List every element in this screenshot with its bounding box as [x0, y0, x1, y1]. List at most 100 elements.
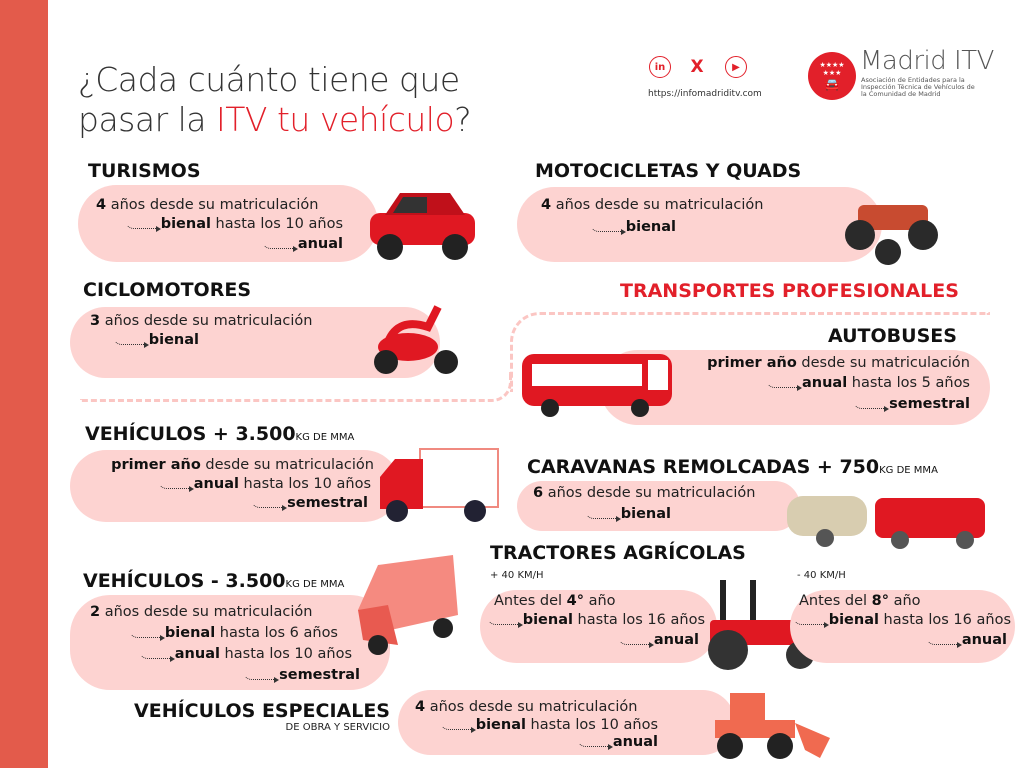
schedule-line: semestral — [242, 667, 360, 683]
section-title: VEHÍCULOS ESPECIALES — [134, 700, 390, 722]
schedule-frequency: anual — [193, 476, 239, 492]
arrow-icon — [438, 720, 476, 733]
schedule-frequency: 4 — [415, 699, 426, 715]
arrow-icon — [111, 335, 149, 348]
schedule-line: anual — [616, 632, 699, 648]
schedule-line: 3 años desde su matriculación — [90, 313, 313, 329]
logo-name: Madrid ITV — [860, 46, 994, 76]
logo-emblem: ★★★★ ★★★ 🚘 — [808, 52, 856, 100]
schedule-line: primer año desde su matriculación — [707, 355, 970, 371]
caravan-icon — [787, 496, 985, 549]
section-title-suffix: KG DE MMA — [295, 432, 355, 443]
page-title: ¿Cada cuánto tiene que pasar la ITV tu v… — [78, 60, 472, 140]
youtube-icon[interactable]: ▶ — [725, 56, 747, 78]
schedule-frequency: 4° — [566, 593, 584, 609]
schedule-frequency: semestral — [889, 396, 970, 412]
section-header-transportes: TRANSPORTES PROFESIONALES — [620, 280, 959, 302]
section-title: MOTOCICLETAS Y QUADS — [535, 160, 801, 182]
quad-icon — [845, 205, 938, 265]
schedule-frequency: 6 — [533, 485, 544, 501]
section-title-suffix: KG DE MMA — [879, 465, 938, 476]
arrow-icon — [583, 509, 621, 522]
section-title-text: VEHÍCULOS + 3.500 — [85, 423, 296, 445]
truck-icon — [380, 448, 499, 522]
schedule-line: bienal — [111, 332, 199, 348]
section-note: - 40 KM/H — [797, 570, 846, 581]
section-title: VEHÍCULOS + 3.500KG DE MMA — [85, 423, 354, 445]
schedule-frequency: bienal — [164, 625, 216, 641]
section-title: TRACTORES AGRÍCOLAS — [490, 542, 746, 564]
schedule-frequency: 4 — [96, 197, 107, 213]
section-title-text: TRACTORES AGRÍCOLAS — [490, 542, 746, 564]
schedule-frequency: bienal — [620, 506, 671, 522]
schedule-frequency: bienal — [828, 612, 879, 628]
section-pill-ligeros — [70, 595, 390, 690]
arrow-icon — [260, 239, 298, 252]
divider-dashed — [80, 372, 512, 402]
schedule-line: Antes del 4° año — [494, 593, 616, 609]
schedule-frequency: bienal — [522, 612, 573, 628]
arrow-icon — [127, 628, 165, 641]
section-note: + 40 KM/H — [490, 570, 544, 581]
schedule-line: semestral — [250, 495, 368, 511]
section-title-text: MOTOCICLETAS Y QUADS — [535, 160, 802, 182]
linkedin-icon[interactable]: in — [649, 56, 671, 78]
schedule-frequency: bienal — [625, 219, 676, 235]
schedule-line: anual hasta los 10 años — [156, 476, 371, 492]
arrow-icon — [123, 219, 161, 232]
schedule-line: Antes del 8° año — [799, 593, 921, 609]
schedule-line: 2 años desde su matriculación — [90, 604, 313, 620]
schedule-frequency: anual — [961, 632, 1007, 648]
section-pill-caravanas — [517, 481, 800, 531]
schedule-frequency: anual — [801, 375, 848, 391]
section-title: CARAVANAS REMOLCADAS + 750KG DE MMA — [527, 456, 938, 478]
section-title-text: AUTOBUSES — [828, 325, 957, 347]
arrow-icon — [852, 399, 890, 412]
divider-dashed — [510, 312, 990, 392]
van-icon — [358, 555, 458, 655]
bus-icon — [522, 354, 672, 417]
schedule-line: anual hasta los 10 años — [137, 646, 352, 662]
section-title-text: TURISMOS — [88, 160, 201, 182]
section-title-text: CARAVANAS REMOLCADAS + 750 — [527, 456, 880, 478]
section-pill-motos — [517, 187, 882, 262]
section-title: TURISMOS — [88, 160, 201, 182]
schedule-line: anual — [924, 632, 1007, 648]
x-icon[interactable]: X — [690, 57, 704, 77]
section-title: VEHÍCULOS - 3.500KG DE MMA — [83, 570, 344, 592]
arrow-icon — [588, 222, 626, 235]
schedule-frequency: anual — [653, 632, 699, 648]
schedule-line: bienal — [588, 219, 676, 235]
section-note: DE OBRA Y SERVICIO — [285, 722, 390, 733]
schedule-line: 6 años desde su matriculación — [533, 485, 756, 501]
section-title-text: VEHÍCULOS ESPECIALES — [134, 700, 390, 722]
schedule-line: bienal hasta los 6 años — [127, 625, 338, 641]
arrow-icon — [764, 378, 802, 391]
sidebar-stripe — [0, 0, 48, 768]
schedule-frequency: anual — [297, 236, 343, 252]
schedule-frequency: bienal — [148, 332, 199, 348]
scooter-icon — [374, 305, 458, 374]
arrow-icon — [924, 635, 962, 648]
schedule-line: bienal hasta los 10 años — [438, 717, 658, 733]
website-link[interactable]: https://infomadriditv.com — [648, 89, 762, 99]
arrow-icon — [137, 649, 175, 662]
arrow-icon — [242, 670, 280, 683]
title-line-1: ¿Cada cuánto tiene que — [78, 60, 460, 99]
title-line-2: pasar la ITV tu vehículo? — [78, 100, 472, 140]
arrow-icon — [791, 615, 829, 628]
arrow-icon — [485, 615, 523, 628]
arrow-icon — [616, 635, 654, 648]
schedule-line: bienal — [583, 506, 671, 522]
section-pill-pesados — [70, 450, 400, 522]
schedule-frequency: semestral — [287, 495, 368, 511]
section-title-text: CICLOMOTORES — [83, 279, 252, 301]
arrow-icon — [250, 498, 288, 511]
schedule-frequency: 8° — [871, 593, 889, 609]
section-title-suffix: KG DE MMA — [285, 579, 345, 590]
schedule-line: bienal hasta los 10 años — [123, 216, 343, 232]
schedule-frequency: 4 — [541, 197, 552, 213]
schedule-line: bienal hasta los 16 años — [485, 612, 705, 628]
section-title: AUTOBUSES — [828, 325, 957, 347]
arrow-icon — [156, 479, 194, 492]
